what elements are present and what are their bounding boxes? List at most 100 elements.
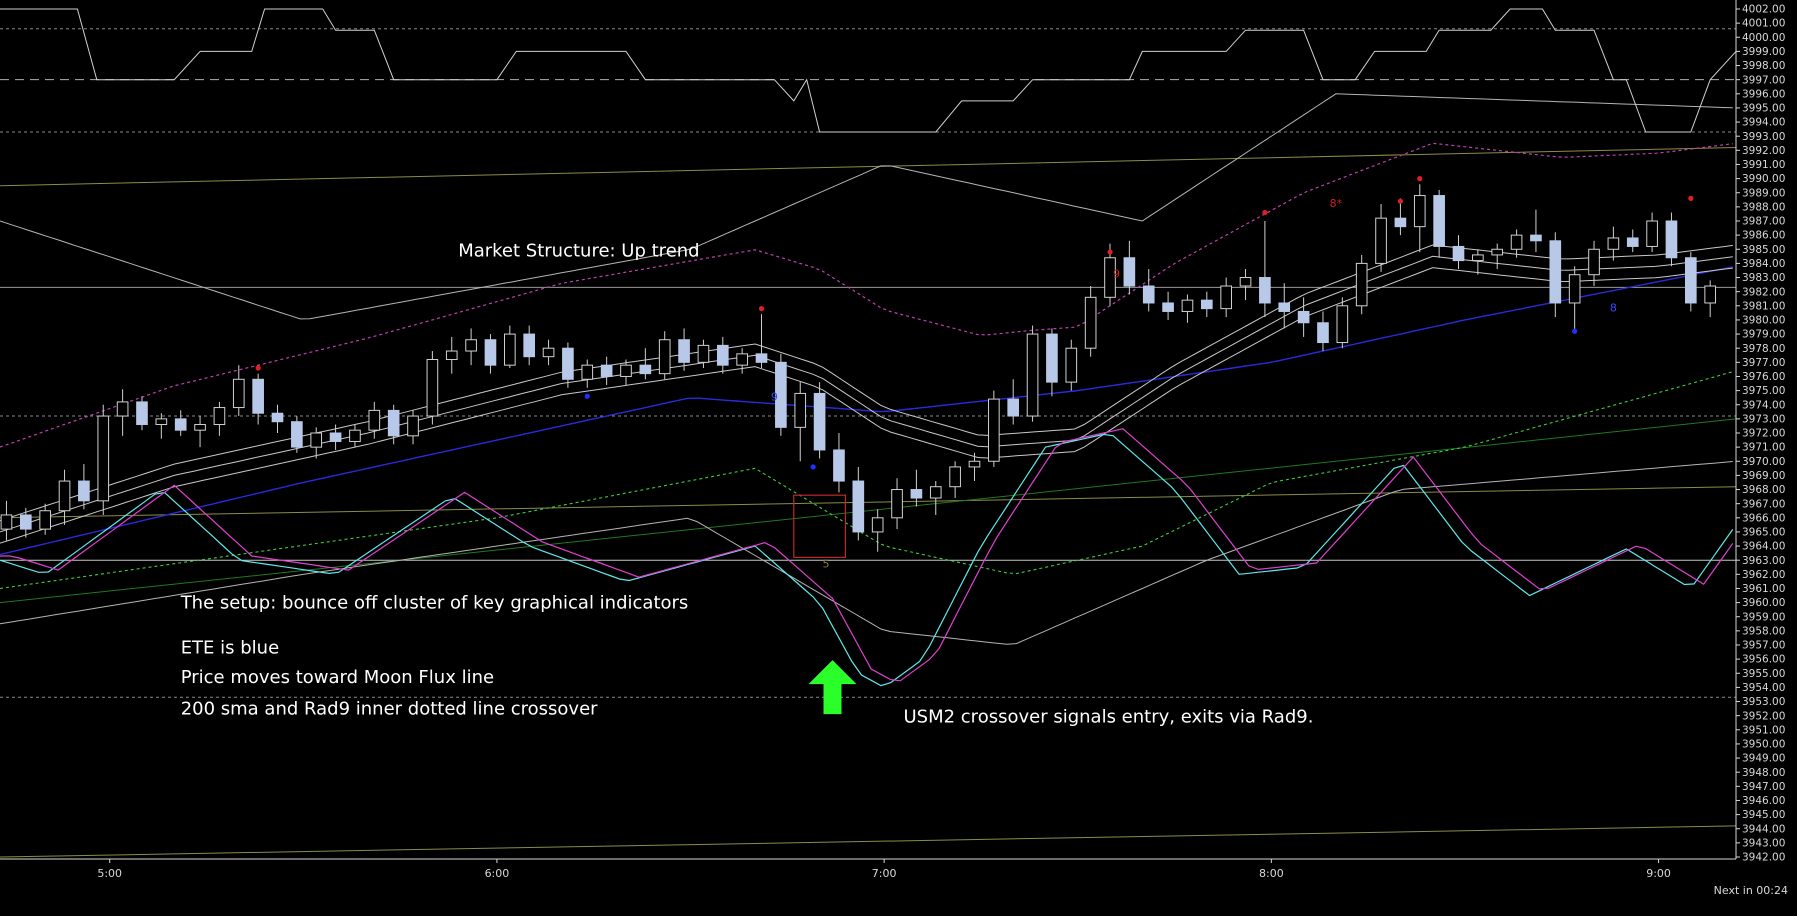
candle-body-82	[1588, 248, 1600, 276]
moon-flux-upper	[0, 93, 1733, 320]
green-200-sma	[0, 418, 1737, 604]
price-tick-label-42: 3960.00	[1742, 597, 1785, 609]
price-tick-label-1: 4001.00	[1742, 18, 1785, 30]
candle-body-68	[1317, 322, 1329, 344]
price-tick-label-25: 3977.00	[1742, 357, 1785, 369]
price-tick-label-38: 3964.00	[1742, 541, 1785, 553]
candle-body-20	[387, 409, 400, 437]
candle-body-53	[1026, 333, 1039, 417]
time-axis[interactable]: 5:00 6:00 7:00 8:00 9:00	[0, 858, 1736, 880]
price-tick-label-28: 3974.00	[1742, 399, 1785, 411]
price-tick-label-5: 3997.00	[1742, 74, 1785, 86]
top-staircase-indicator	[0, 8, 1737, 133]
price-tick-label-32: 3970.00	[1742, 456, 1785, 468]
candle-body-26	[504, 333, 516, 366]
candle-body-38	[736, 353, 748, 366]
candle-body-65	[1259, 277, 1271, 304]
candle-body-49	[949, 466, 961, 488]
price-tick-label-11: 3991.00	[1742, 159, 1785, 171]
rad9-outer-dotted	[0, 142, 1733, 448]
olive-bottom-line	[0, 825, 1737, 858]
price-tick-label-30: 3972.00	[1742, 428, 1785, 440]
candle-body-36	[697, 344, 710, 363]
price-tick-label-6: 3996.00	[1742, 88, 1785, 100]
candle-body-25	[484, 339, 497, 366]
time-tick-label-2: 7:00	[872, 867, 897, 880]
annotation-5: USM2 crossover signals entry, exits via …	[903, 707, 1313, 728]
candle-body-17	[329, 432, 342, 442]
candle-body-86	[1665, 220, 1678, 259]
price-tick-label-23: 3979.00	[1742, 329, 1785, 341]
candle-body-34	[658, 339, 671, 375]
usm2-magenta-line	[0, 428, 1734, 682]
price-tick-label-43: 3959.00	[1742, 611, 1785, 623]
price-tick-label-26: 3976.00	[1742, 371, 1785, 383]
candle-body-21	[407, 415, 419, 437]
price-tick-label-54: 3948.00	[1742, 767, 1785, 779]
signal-dot-4	[1107, 249, 1113, 255]
price-tick-label-29: 3973.00	[1742, 413, 1785, 425]
annotation-1: The setup: bounce off cluster of key gra…	[180, 592, 689, 613]
price-tick-label-12: 3990.00	[1742, 173, 1785, 185]
usm2-cyan-line	[0, 433, 1734, 687]
candle-body-27	[523, 333, 536, 358]
price-tick-label-24: 3978.00	[1742, 343, 1785, 355]
candle-body-19	[368, 409, 381, 431]
candle-body-18	[349, 429, 361, 442]
candle-body-70	[1355, 262, 1368, 307]
candle-body-7	[136, 401, 148, 426]
candle-body-42	[813, 392, 826, 451]
price-tick-label-4: 3998.00	[1742, 60, 1785, 72]
candle-body-64	[1239, 277, 1252, 287]
candle-body-54	[1046, 333, 1058, 383]
candle-body-0	[0, 514, 13, 530]
candle-body-79	[1530, 234, 1542, 242]
signal-dot-5	[1262, 209, 1268, 216]
candle-body-5	[97, 415, 110, 502]
price-tick-label-14: 3988.00	[1742, 201, 1785, 213]
candle-body-28	[542, 347, 555, 358]
candle-body-50	[968, 460, 981, 468]
price-tick-label-16: 3986.00	[1742, 230, 1785, 242]
signal-label-3: 8*	[1330, 197, 1343, 210]
candles[interactable]	[0, 184, 1717, 552]
candle-body-22	[426, 359, 439, 417]
annotation-0: Market Structure: Up trend	[458, 240, 699, 261]
signal-dot-2	[584, 393, 590, 399]
candle-body-46	[891, 489, 903, 519]
candle-body-62	[1200, 299, 1213, 310]
candle-body-8	[155, 418, 168, 426]
annotations: Market Structure: Up trend The setup: bou…	[180, 240, 1314, 727]
price-tick-label-52: 3950.00	[1742, 739, 1785, 751]
candle-body-87	[1685, 257, 1697, 304]
candle-body-14	[271, 412, 284, 423]
price-tick-label-58: 3944.00	[1742, 823, 1785, 835]
price-tick-label-57: 3945.00	[1742, 809, 1785, 821]
price-tick-label-49: 3953.00	[1742, 696, 1785, 708]
candle-body-47	[910, 489, 923, 499]
time-tick-label-1: 6:00	[485, 867, 510, 880]
price-tick-label-20: 3982.00	[1742, 286, 1785, 298]
candle-body-58	[1123, 257, 1136, 287]
candle-body-16	[310, 432, 323, 448]
price-tick-label-36: 3966.00	[1742, 512, 1785, 524]
candle-body-81	[1568, 274, 1581, 304]
time-tick-label-4: 9:00	[1646, 867, 1671, 880]
candle-body-33	[639, 364, 652, 375]
candle-body-48	[929, 486, 942, 499]
price-tick-label-15: 3987.00	[1742, 216, 1785, 228]
signal-dot-9	[1688, 195, 1694, 201]
candle-body-73	[1413, 195, 1426, 228]
price-tick-label-2: 4000.00	[1742, 32, 1785, 44]
price-tick-label-35: 3967.00	[1742, 498, 1785, 510]
setup-box	[793, 494, 847, 558]
candle-body-75	[1452, 245, 1465, 262]
price-axis[interactable]: 4002.00 4001.00 4000.00 3999.00 3998.00 3997.…	[1735, 0, 1785, 864]
moon-flux-lower	[0, 461, 1733, 645]
candle-body-45	[871, 517, 884, 533]
candle-body-59	[1142, 285, 1155, 304]
olive-trend-line-lower	[0, 486, 1737, 519]
olive-trend-line-upper	[0, 147, 1737, 187]
candle-body-23	[445, 350, 458, 361]
